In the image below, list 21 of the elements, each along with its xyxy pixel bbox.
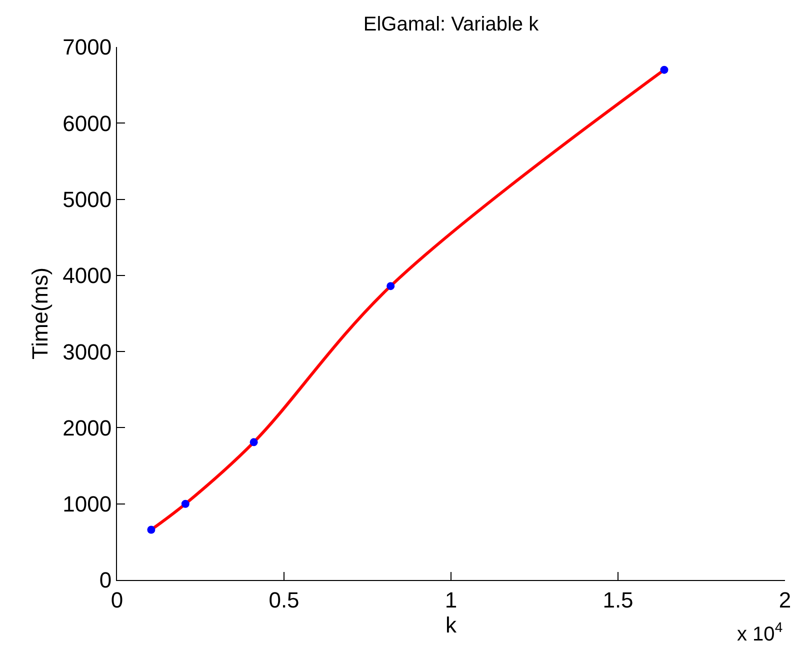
y-tick-label: 7000: [62, 34, 112, 60]
y-tick-label: 4000: [62, 263, 112, 288]
point: [181, 500, 190, 508]
y-tick-label: 1000: [62, 492, 112, 517]
x-tick-label: 1: [444, 587, 458, 612]
point: [660, 66, 668, 74]
point: [386, 282, 395, 290]
chart-title: ElGamal: Variable k: [363, 13, 540, 36]
y-tick-label: 0: [99, 568, 112, 593]
y-axis-title: Time(ms): [27, 267, 52, 360]
x-tick-label: 1.5: [602, 587, 634, 612]
point: [250, 438, 258, 446]
text: x 10$^{4}$: [737, 619, 783, 646]
x-axis-title: k: [446, 612, 458, 638]
y-tick-label: 2000: [62, 415, 112, 440]
x-tick-label: 0.5: [268, 587, 300, 612]
y-tick-label: 5000: [62, 186, 112, 212]
point: [147, 526, 156, 534]
y-tick-label: 6000: [62, 110, 112, 136]
y-tick-label: 3000: [62, 339, 112, 364]
x-tick-label: 2: [778, 587, 792, 612]
